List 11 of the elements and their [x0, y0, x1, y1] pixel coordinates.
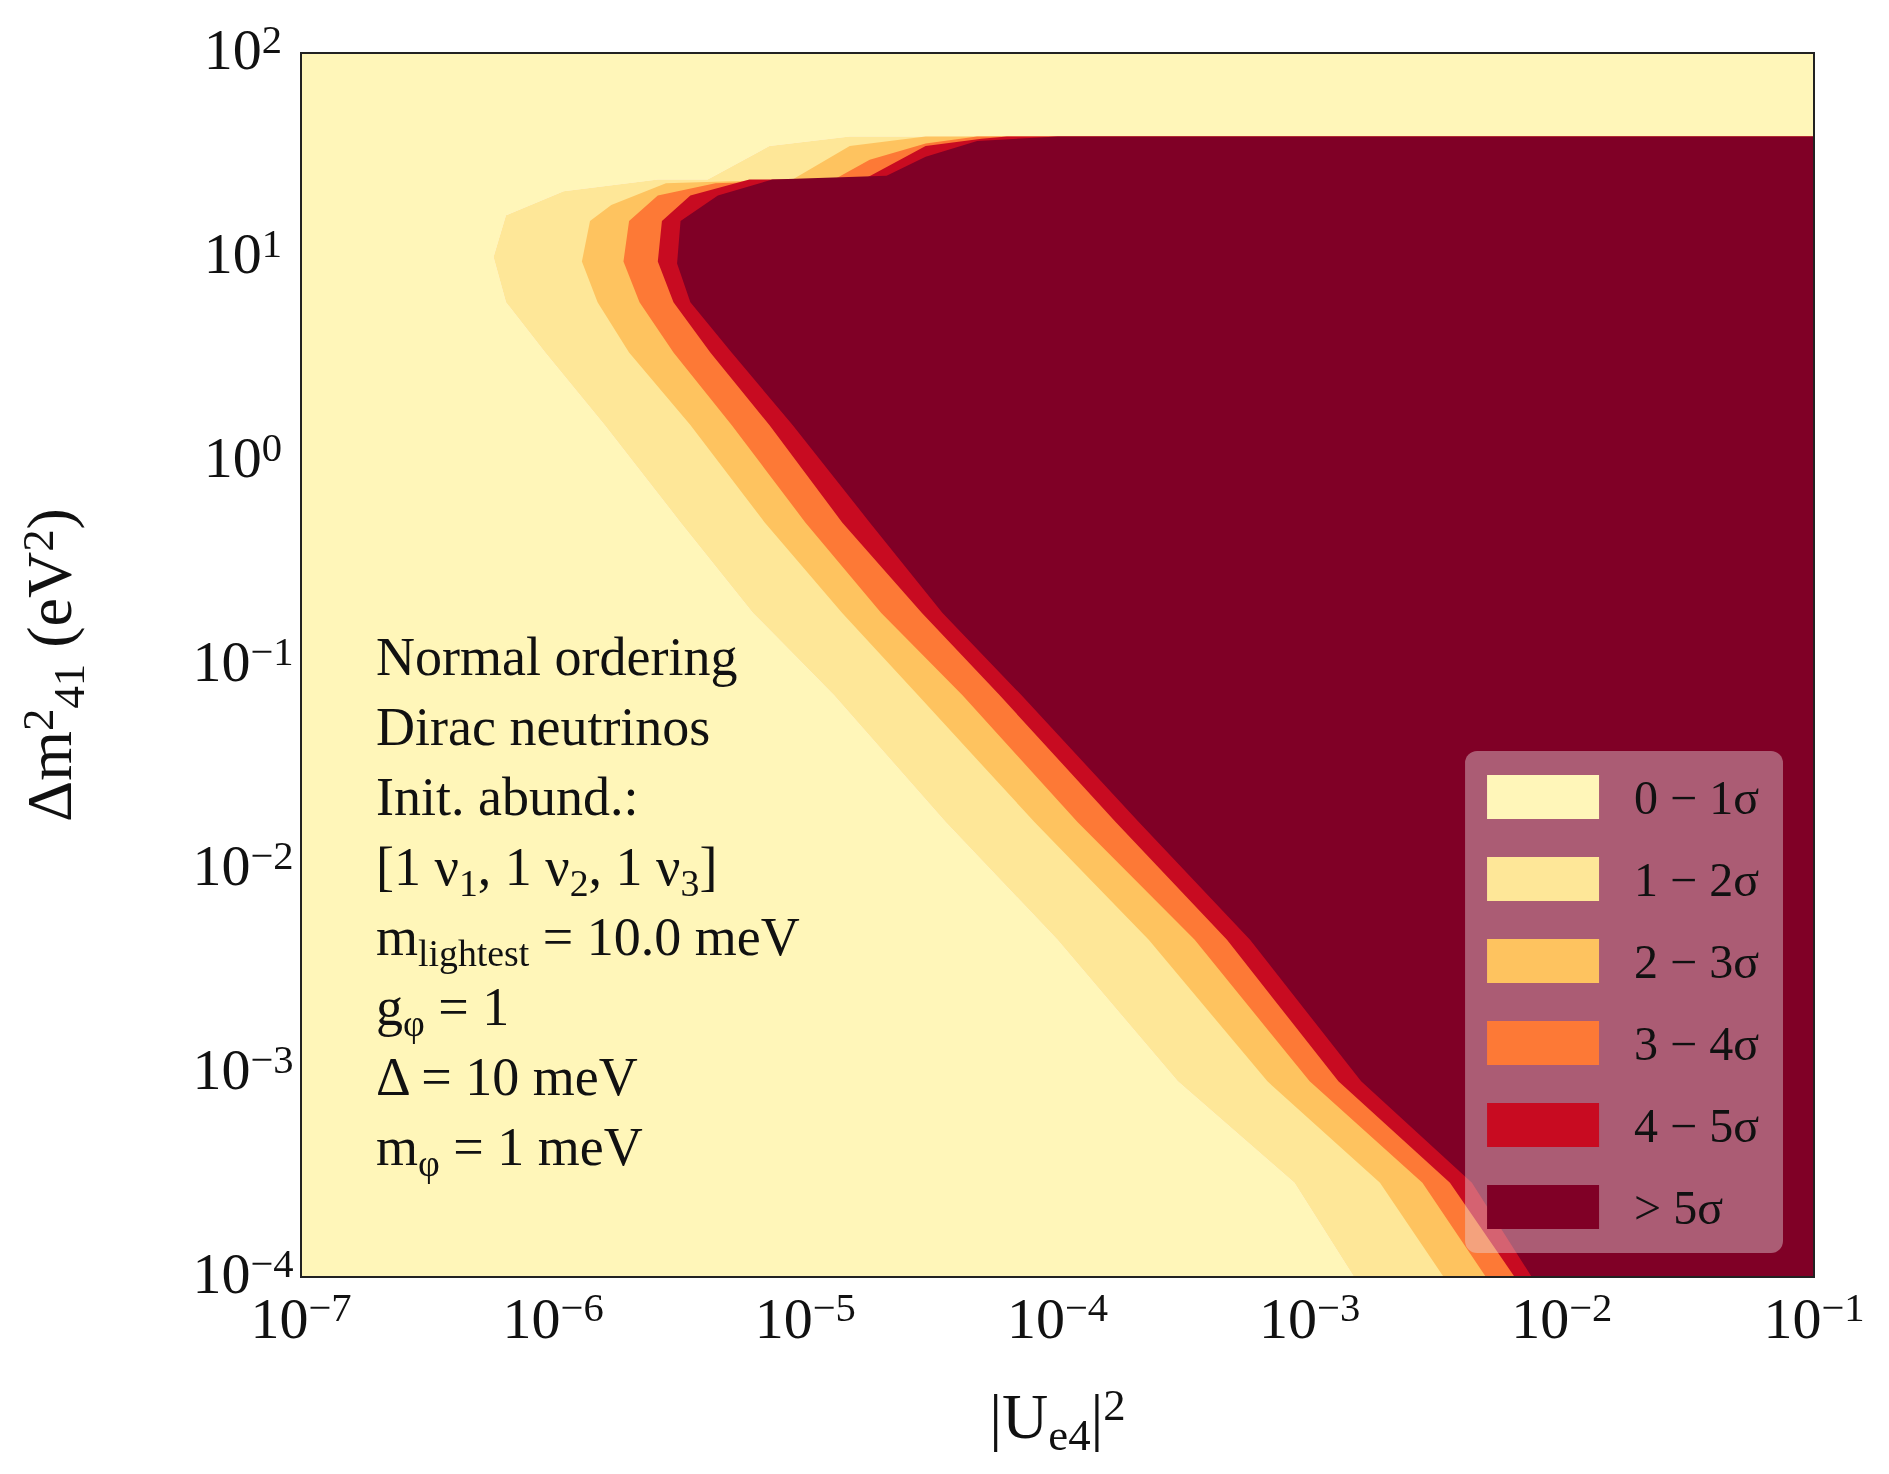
- legend-label: 4 − 5σ: [1634, 1098, 1760, 1152]
- annotation: Init. abund.:: [376, 767, 639, 827]
- y-axis-title: Δm241 (eV2): [12, 508, 94, 822]
- legend-label: 2 − 3σ: [1634, 934, 1760, 988]
- annotation: Dirac neutrinos: [376, 697, 711, 757]
- legend-label: > 5σ: [1634, 1180, 1724, 1234]
- legend-label: 0 − 1σ: [1634, 770, 1760, 824]
- legend-label: 1 − 2σ: [1634, 852, 1760, 906]
- annotation: Δ = 10 meV: [376, 1047, 638, 1107]
- legend-label: 3 − 4σ: [1634, 1016, 1760, 1070]
- annotation: Normal ordering: [376, 627, 738, 687]
